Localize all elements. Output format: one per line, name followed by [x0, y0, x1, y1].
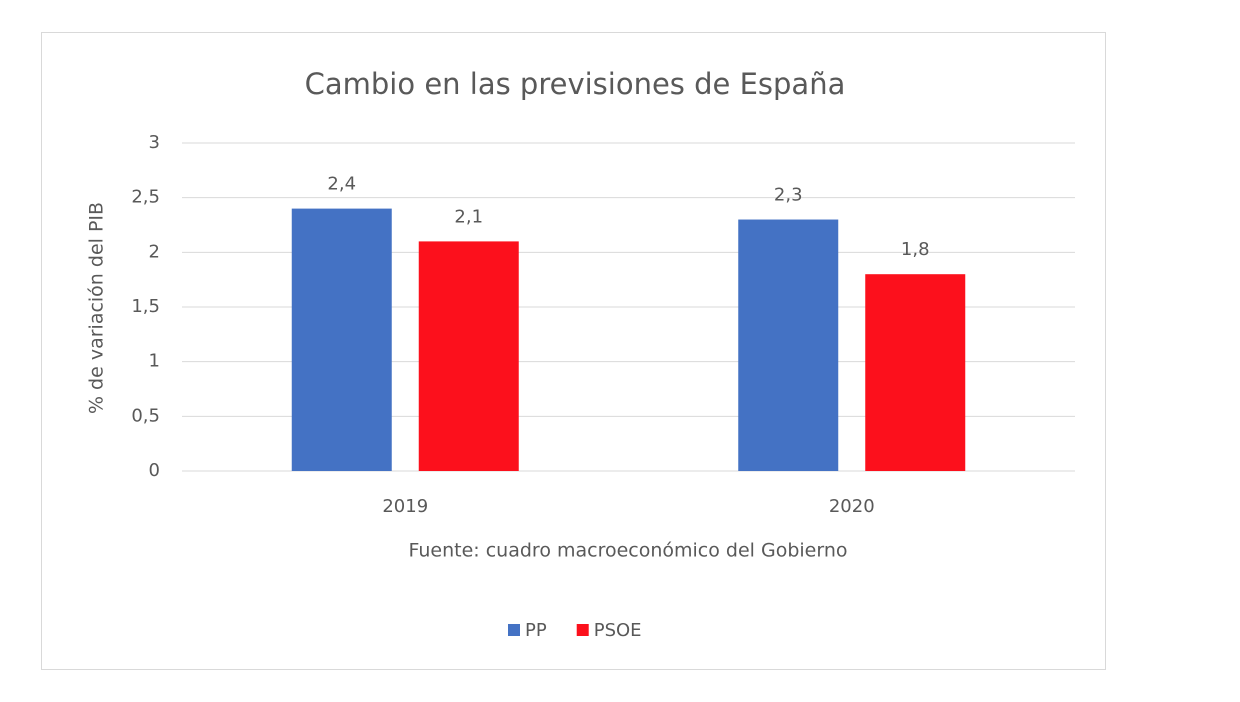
- data-label: 2,4: [327, 174, 356, 195]
- bar: [865, 274, 966, 471]
- data-label: 2,1: [454, 206, 483, 227]
- legend-label: PP: [525, 620, 547, 641]
- chart-title: Cambio en las previsiones de España: [305, 67, 846, 101]
- y-tick-label: 0,5: [131, 405, 160, 426]
- data-label: 1,8: [901, 239, 930, 260]
- bar: [418, 241, 519, 471]
- y-axis-label: % de variación del PIB: [86, 202, 108, 414]
- y-tick-label: 2,5: [131, 187, 160, 208]
- bar: [738, 219, 839, 471]
- y-tick-label: 1: [149, 351, 160, 372]
- y-tick-label: 0: [149, 460, 160, 481]
- legend-label: PSOE: [594, 620, 642, 641]
- x-axis-label: Fuente: cuadro macroeconómico del Gobier…: [408, 540, 847, 562]
- legend-swatch: [576, 624, 589, 636]
- y-tick-label: 2: [149, 241, 160, 262]
- x-tick-label: 2020: [829, 496, 875, 517]
- bar: [291, 208, 392, 471]
- data-label: 2,3: [774, 185, 803, 206]
- legend-swatch: [508, 624, 520, 636]
- y-tick-label: 3: [149, 132, 160, 153]
- x-tick-label: 2019: [382, 496, 428, 517]
- y-tick-label: 1,5: [131, 296, 160, 317]
